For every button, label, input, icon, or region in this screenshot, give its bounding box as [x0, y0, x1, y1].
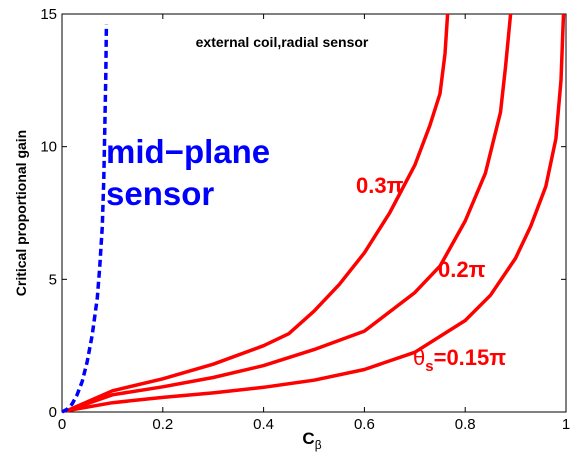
x-tick-label: 0.4: [253, 416, 274, 433]
chart-title: external coil,radial sensor: [196, 34, 369, 50]
x-tick-label: 0.2: [152, 416, 173, 433]
theta-subscript: s: [425, 358, 433, 375]
y-tick-label: 0: [49, 404, 57, 421]
x-tick-label: 0.6: [354, 416, 375, 433]
series-label-0-15pi: θs=0.15π: [413, 345, 506, 375]
series-layer: [61, 13, 566, 414]
series-line-mid-plane: [61, 24, 109, 414]
y-tick-label: 10: [40, 139, 57, 156]
x-axis-label-main: C: [302, 429, 314, 448]
x-tick-label: 1: [562, 416, 570, 433]
series-line-0-3pi: [66, 13, 450, 413]
series-label-mid-plane-line2: sensor: [106, 175, 214, 212]
series-label-0-2pi: 0.2π: [438, 257, 486, 282]
theta-value: =0.15π: [434, 345, 507, 370]
series-label-mid-plane-line1: mid−plane: [106, 133, 270, 170]
x-axis-label-subscript: β: [315, 438, 322, 452]
series-label-0-3pi: 0.3π: [356, 173, 404, 198]
x-tick-label: 0: [58, 416, 66, 433]
theta-symbol: θ: [413, 345, 425, 370]
y-tick-label: 15: [40, 6, 57, 23]
plot-area: [61, 13, 567, 413]
series-line-0-2pi: [66, 13, 513, 413]
x-tick-label: 0.8: [455, 416, 476, 433]
y-tick-label: 5: [49, 271, 57, 288]
x-axis-label: Cβ: [302, 429, 321, 452]
series-line-0-15pi: [66, 13, 566, 413]
y-axis-label: Critical proportional gain: [13, 130, 29, 296]
